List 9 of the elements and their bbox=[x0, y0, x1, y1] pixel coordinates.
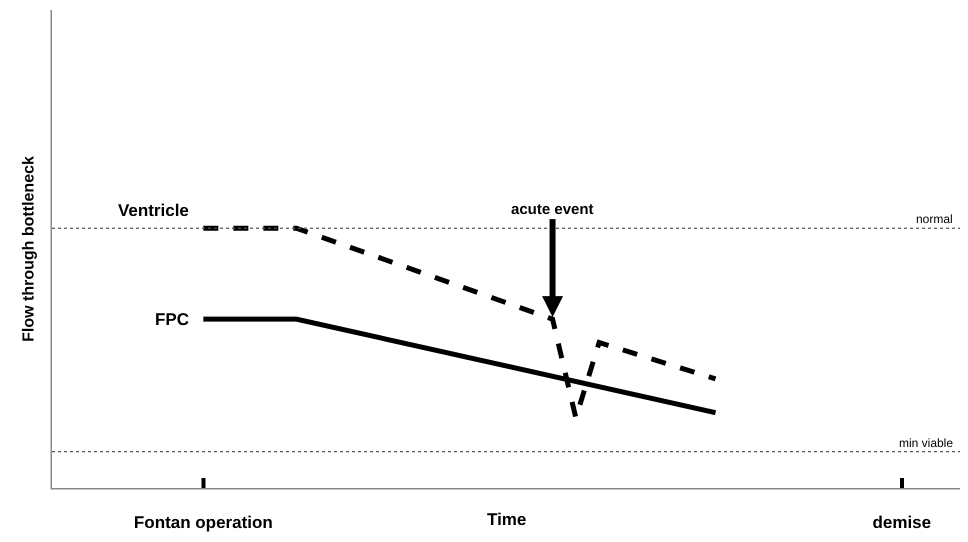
x-tick-label: demise bbox=[872, 512, 932, 532]
x-tick-label: Fontan operation bbox=[134, 512, 273, 532]
series-label: FPC bbox=[155, 310, 189, 329]
series-label: Ventricle bbox=[118, 201, 189, 220]
x-axis-title: Time bbox=[487, 510, 526, 529]
ref-line-label: min viable bbox=[899, 436, 954, 450]
y-axis-title: Flow through bottleneck bbox=[20, 156, 38, 342]
annotation: acute event bbox=[511, 201, 594, 218]
ref-line-label: normal bbox=[916, 212, 953, 226]
